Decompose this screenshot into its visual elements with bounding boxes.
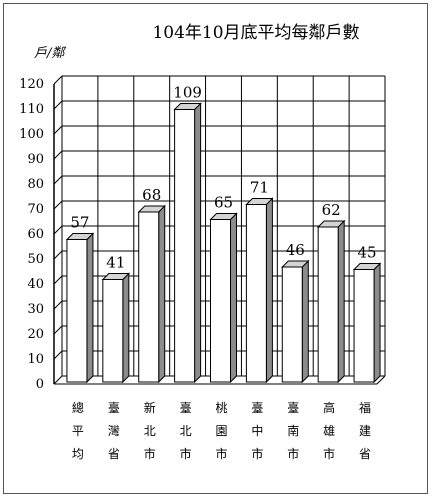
- y-tick-label: 50: [27, 252, 44, 267]
- side-wall-line: [53, 250, 63, 260]
- bar-臺中市: [245, 197, 274, 384]
- side-wall-line: [53, 225, 63, 235]
- bar-桃園市: [209, 212, 238, 384]
- y-tick-label: 30: [27, 302, 44, 317]
- data-label: 68: [142, 186, 161, 204]
- floor-edge: [376, 375, 386, 385]
- side-wall-line: [53, 125, 63, 135]
- bar-臺南市: [281, 259, 310, 384]
- side-wall-line: [53, 100, 63, 110]
- category-label: 臺北市: [180, 400, 192, 461]
- data-label: 62: [322, 201, 341, 219]
- bar-臺北市: [173, 102, 202, 384]
- category-label: 臺中市: [251, 400, 263, 461]
- category-label: 臺灣省: [108, 400, 120, 461]
- y-tick-label: 100: [19, 127, 44, 142]
- bar-高雄市: [316, 219, 346, 384]
- side-wall-line: [53, 350, 63, 360]
- bars: [65, 102, 382, 384]
- data-label: 45: [358, 244, 377, 262]
- y-tick-label: 40: [27, 277, 44, 292]
- y-tick-label: 60: [27, 227, 44, 242]
- bar-front: [353, 269, 375, 383]
- y-tick-label: 20: [27, 327, 44, 342]
- y-tick-label: 120: [19, 77, 44, 92]
- data-label: 46: [286, 241, 305, 259]
- data-labels: 57 41 68 109 65 71 46 62 45: [70, 84, 376, 272]
- category-label: 臺南市: [287, 400, 299, 461]
- y-tick-label: 90: [27, 152, 44, 167]
- data-label: 41: [106, 254, 125, 272]
- category-label: 新北市: [144, 400, 156, 461]
- bar-side: [122, 272, 130, 384]
- bar-總平均: [65, 232, 95, 384]
- chart-frame: 104年10月底平均每鄰戶數 戶/鄰 0 10 20 30 40 50 60 70 80 90 10…: [3, 3, 428, 494]
- bar-side: [86, 232, 94, 384]
- bar-side: [230, 212, 237, 384]
- bar-front: [281, 266, 303, 383]
- chart-title: 104年10月底平均每鄰戶數: [152, 23, 359, 43]
- bar-新北市: [137, 204, 166, 384]
- y-tick-label: 0: [36, 377, 44, 392]
- bar-side: [194, 102, 202, 384]
- y-tick-label: 10: [27, 352, 44, 367]
- data-label: 65: [214, 194, 233, 212]
- category-label: 高雄市: [323, 400, 335, 461]
- y-axis-unit-label: 戶/鄰: [34, 46, 66, 61]
- bar-side: [158, 204, 166, 384]
- category-labels: 總平均 臺灣省 新北市 臺北市 桃園市 臺中市 臺南市 高雄市 福建省: [72, 400, 371, 461]
- side-wall-line: [53, 325, 63, 335]
- side-wall-line: [53, 275, 63, 285]
- bar-chart: 104年10月底平均每鄰戶數 戶/鄰 0 10 20 30 40 50 60 70 80 90 10…: [19, 23, 386, 461]
- bar-front: [102, 279, 124, 383]
- y-tick-label: 80: [27, 177, 44, 192]
- y-tick-labels: 0 10 20 30 40 50 60 70 80 90 100 110 120: [19, 77, 44, 392]
- bar-front: [174, 109, 196, 383]
- bar-front: [245, 204, 267, 383]
- data-label: 109: [173, 84, 202, 102]
- side-wall-line: [53, 75, 63, 85]
- data-label: 71: [250, 179, 269, 197]
- data-label: 57: [70, 214, 89, 232]
- category-label: 總平均: [72, 400, 84, 461]
- bar-front: [66, 239, 88, 383]
- bar-臺灣省: [101, 272, 131, 384]
- category-label: 福建省: [359, 400, 371, 461]
- bar-side: [265, 197, 273, 384]
- bar-side: [301, 259, 309, 384]
- y-tick-label: 110: [19, 102, 44, 117]
- side-wall-line: [53, 200, 63, 210]
- bar-side: [373, 262, 381, 384]
- bar-front: [317, 226, 339, 383]
- side-wall-line: [53, 300, 63, 310]
- category-label: 桃園市: [215, 400, 227, 461]
- side-wall-line: [53, 150, 63, 160]
- side-wall-line: [53, 175, 63, 185]
- bar-side: [337, 219, 345, 384]
- side-wall-line: [53, 375, 63, 385]
- bar-front: [138, 211, 160, 383]
- bar-福建省: [352, 262, 382, 384]
- y-tick-label: 70: [27, 202, 44, 217]
- bar-front: [210, 219, 231, 383]
